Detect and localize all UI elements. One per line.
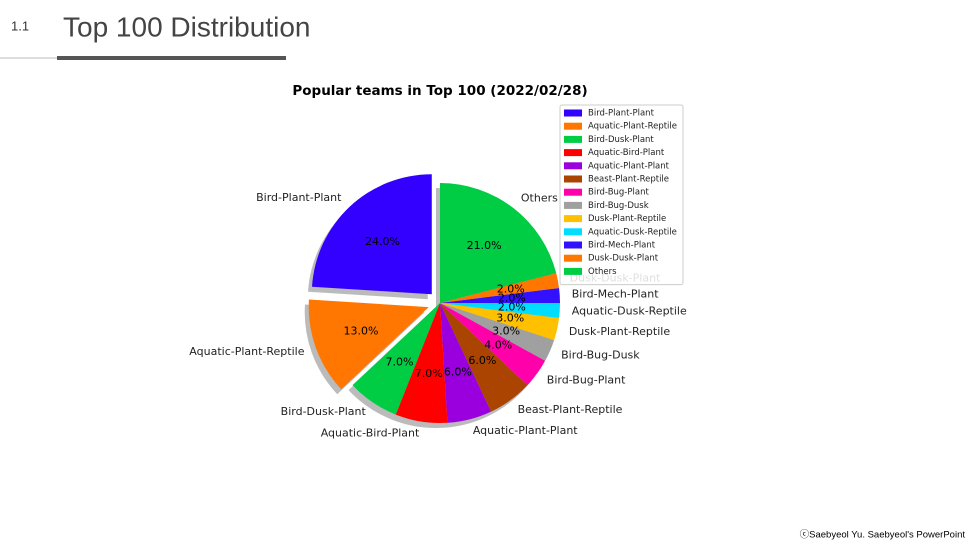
wedge: [440, 287, 560, 303]
slice-label: Aquatic-Plant-Plant: [473, 424, 578, 437]
legend-swatch: [564, 188, 582, 196]
legend-swatch: [564, 122, 582, 130]
legend-label: Bird-Dusk-Plant: [588, 135, 654, 145]
slice-label: Bird-Bug-Dusk: [561, 348, 640, 361]
slide-title: Top 100 Distribution: [63, 11, 310, 42]
legend-label: Bird-Plant-Plant: [588, 109, 655, 119]
slice-label: Others: [521, 192, 558, 205]
legend-swatch: [564, 241, 582, 249]
value-label: 2.0%: [497, 283, 525, 296]
legend-swatch: [564, 254, 582, 262]
value-label: 6.0%: [468, 354, 496, 367]
wedge: [395, 303, 448, 423]
legend-swatch: [564, 149, 582, 157]
wedge: [440, 303, 528, 412]
value-label: 3.0%: [496, 312, 524, 325]
wedge: [440, 273, 560, 303]
legend-label: Aquatic-Bird-Plant: [588, 148, 665, 158]
value-label: 6.0%: [444, 366, 472, 379]
legend-label: Dusk-Plant-Reptile: [588, 214, 666, 224]
wedge: [308, 299, 429, 390]
legend-label: Aquatic-Dusk-Reptile: [588, 227, 677, 237]
value-label: 2.0%: [498, 291, 526, 304]
wedge: [440, 303, 492, 423]
legend-label: Bird-Bug-Plant: [588, 188, 649, 198]
slice-label: Aquatic-Bird-Plant: [321, 426, 420, 439]
slide-number: 1.1: [11, 18, 29, 33]
chart-title: Popular teams in Top 100 (2022/02/28): [292, 83, 587, 99]
legend-swatch: [564, 228, 582, 236]
legend-box: [559, 104, 684, 286]
value-label: 7.0%: [415, 367, 443, 380]
wedge: [440, 303, 560, 319]
wedge: [440, 303, 546, 386]
slice-label: Aquatic-Dusk-Reptile: [572, 304, 687, 317]
legend-swatch: [564, 162, 582, 170]
value-label: 2.0%: [498, 301, 526, 314]
title-bar: [57, 56, 286, 60]
legend-swatch: [564, 215, 582, 223]
value-label: 4.0%: [484, 338, 512, 351]
legend-label: Beast-Plant-Reptile: [588, 175, 669, 185]
legend-swatch: [564, 109, 582, 117]
legend-swatch: [564, 201, 582, 209]
slice-label: Aquatic-Plant-Reptile: [189, 345, 304, 358]
value-label: 13.0%: [343, 324, 378, 337]
wedge: [440, 303, 560, 341]
legend-label: Bird-Mech-Plant: [588, 241, 656, 251]
value-label: 3.0%: [492, 325, 520, 338]
footer: ⓒSaebyeol Yu. Saebyeol's PowerPoint: [800, 530, 966, 541]
value-label: 24.0%: [365, 235, 400, 248]
legend-label: Bird-Bug-Dusk: [588, 201, 649, 211]
legend-label: Dusk-Dusk-Plant: [588, 254, 659, 264]
legend-swatch: [564, 175, 582, 183]
legend-label: Aquatic-Plant-Reptile: [588, 122, 677, 132]
slice-label: Bird-Mech-Plant: [572, 288, 660, 301]
slice-label: Bird-Bug-Plant: [547, 374, 626, 387]
slice-label: Bird-Plant-Plant: [256, 191, 342, 204]
slice-label: Bird-Dusk-Plant: [281, 405, 367, 418]
wedge: [440, 303, 555, 361]
legend-swatch: [564, 267, 582, 275]
wedge: [440, 183, 557, 303]
legend-swatch: [564, 135, 582, 143]
slice-label: Beast-Plant-Reptile: [518, 403, 623, 416]
wedge: [312, 174, 432, 295]
legend-label: Aquatic-Plant-Plant: [588, 161, 670, 171]
slice-label: Dusk-Plant-Reptile: [569, 325, 671, 338]
value-label: 7.0%: [386, 356, 414, 369]
legend-label: Others: [588, 267, 617, 277]
value-label: 21.0%: [467, 239, 502, 252]
wedge: [352, 303, 440, 415]
